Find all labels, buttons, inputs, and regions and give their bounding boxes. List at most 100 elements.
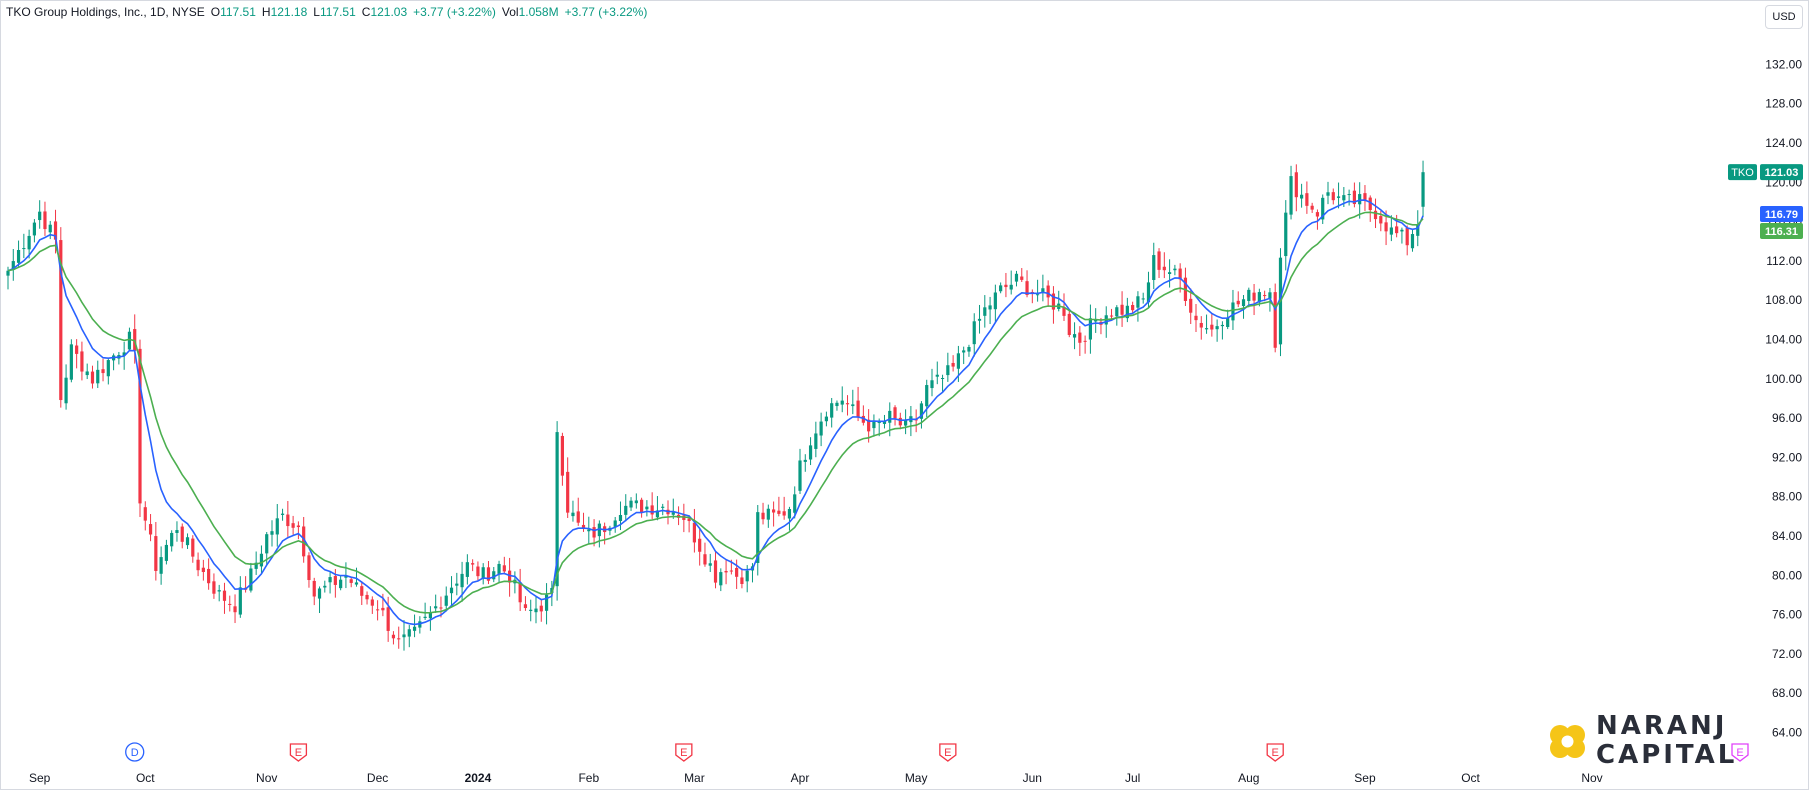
candle-body	[735, 567, 739, 577]
candle-body	[296, 525, 300, 528]
time-tick-label: Dec	[367, 771, 388, 785]
coin-stack-logo-icon	[1550, 725, 1585, 758]
candle-body	[1294, 172, 1298, 198]
candle-body	[1352, 190, 1356, 205]
candle-body	[814, 433, 818, 449]
candle-body	[1220, 324, 1224, 327]
price-tick-label: 84.00	[1772, 529, 1802, 543]
candle-body	[1310, 205, 1314, 210]
candle-body	[476, 566, 480, 577]
candle-body	[1051, 293, 1056, 310]
candle-body	[972, 321, 976, 345]
time-tick-label: Mar	[684, 771, 705, 785]
candle-body	[1046, 285, 1050, 298]
candle-body	[882, 421, 887, 424]
candle-body	[1115, 307, 1119, 317]
candle-body	[154, 536, 158, 571]
candle-body	[793, 494, 797, 513]
candle-body	[90, 371, 95, 384]
candle-body	[307, 555, 311, 581]
candle-body	[407, 629, 411, 637]
candles	[6, 160, 1425, 651]
moving-averages	[7, 199, 1424, 626]
candle-body	[634, 500, 638, 504]
candle-body	[360, 586, 364, 596]
candle-body	[486, 567, 491, 581]
candle-body	[1289, 176, 1293, 215]
candle-body	[333, 576, 337, 585]
candle-body	[291, 523, 295, 528]
price-tick-label: 112.00	[1766, 254, 1802, 268]
currency-button[interactable]: USD	[1765, 5, 1803, 29]
candle-body	[492, 571, 496, 580]
candle-body	[259, 553, 264, 567]
high-label: H	[261, 5, 271, 19]
candle-body	[170, 532, 174, 547]
candle-body	[96, 369, 100, 384]
dividend-marker	[125, 742, 145, 762]
candle-body	[280, 513, 285, 515]
candle-body	[16, 249, 21, 263]
time-tick-label: Oct	[136, 771, 155, 785]
candle-body	[449, 587, 454, 594]
candle-body	[518, 582, 522, 603]
candle-body	[830, 403, 834, 418]
candle-body	[344, 575, 348, 578]
candle-body	[233, 606, 237, 613]
candle-body	[766, 508, 770, 520]
candle-body	[391, 634, 396, 639]
candle-body	[539, 605, 543, 612]
candle-body	[1331, 192, 1335, 201]
price-label-bg	[1760, 223, 1803, 239]
time-axis[interactable]: Sep Oct Nov Dec 2024 Feb Mar Apr May Jun Jul Aug Sep…	[29, 771, 1603, 785]
candle-body	[439, 607, 443, 609]
earnings-marker	[1266, 743, 1284, 762]
candle-body	[502, 565, 506, 572]
candle-body	[925, 385, 929, 407]
candle-body	[53, 221, 58, 240]
candle-body	[898, 417, 902, 426]
low-value: 117.51	[319, 5, 356, 19]
candle-body	[571, 512, 575, 517]
candle-body	[6, 270, 10, 276]
open-label: O	[210, 5, 221, 19]
candle-body	[217, 590, 221, 592]
candle-body	[1189, 298, 1193, 313]
candle-body	[798, 460, 802, 491]
earnings-marker	[939, 743, 957, 762]
candle-body	[1083, 340, 1087, 342]
symbol-name[interactable]: TKO Group Holdings, Inc., 1D, NYSE	[6, 5, 205, 19]
candle-body	[349, 579, 353, 583]
time-tick-label: Jul	[1125, 771, 1140, 785]
candle-body	[1067, 313, 1071, 335]
candle-body	[1358, 194, 1362, 205]
candle-body	[1210, 324, 1214, 330]
candle-body	[164, 544, 168, 561]
candle-body	[1263, 295, 1267, 297]
naranj-capital-logo: NARANJ CAPITAL	[1548, 712, 1737, 770]
candle-body	[1094, 319, 1098, 322]
candle-body	[286, 514, 290, 527]
candle-body	[592, 527, 596, 538]
price-axis[interactable]: 132.00128.00124.00120.00116.00112.00108.…	[1765, 57, 1802, 739]
close-label: C	[361, 5, 371, 19]
price-tick-label: 124.00	[1765, 136, 1802, 150]
candle-body	[1131, 305, 1135, 311]
price-label: 116.31	[1765, 226, 1798, 238]
candle-body	[787, 509, 792, 519]
candle-body	[803, 459, 807, 462]
candle-body	[671, 512, 675, 515]
candle-body	[159, 557, 163, 574]
logo-line2: CAPITAL	[1596, 740, 1738, 770]
candle-body	[423, 616, 427, 619]
candle-body	[207, 568, 211, 584]
candle-body	[888, 410, 892, 423]
close-value: 121.03	[370, 5, 408, 19]
candle-body	[661, 506, 665, 508]
candle-body	[428, 612, 432, 619]
candle-body	[48, 224, 52, 233]
candle-body	[904, 419, 908, 426]
ema-fast-line	[7, 199, 1424, 626]
candle-body	[782, 511, 786, 516]
